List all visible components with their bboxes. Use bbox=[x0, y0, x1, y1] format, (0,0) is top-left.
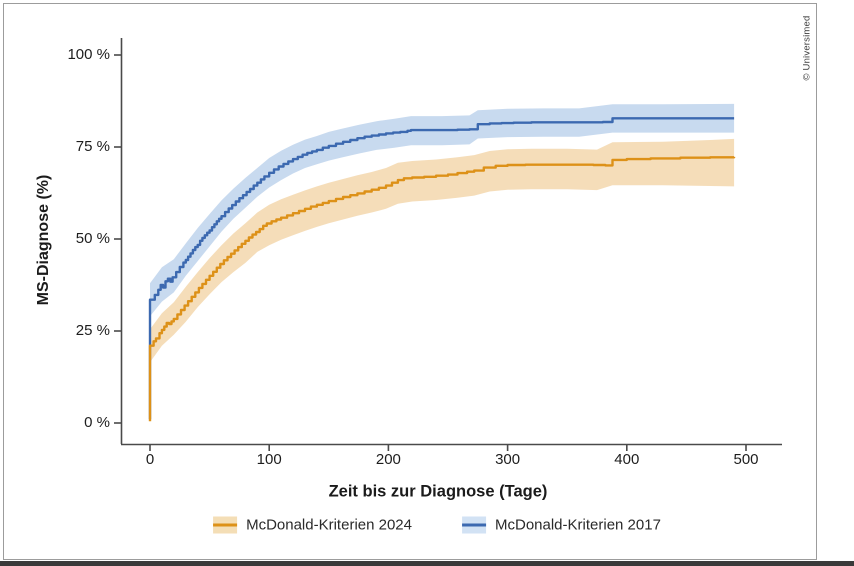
x-tick-label: 500 bbox=[733, 451, 759, 468]
figure-border bbox=[3, 3, 817, 560]
x-tick-label: 200 bbox=[375, 451, 401, 468]
confidence-band bbox=[150, 103, 735, 317]
y-tick-label: 25 % bbox=[75, 322, 110, 339]
legend-label-2024: McDonald-Kriterien 2024 bbox=[246, 516, 412, 534]
y-tick-label: 0 % bbox=[84, 414, 110, 431]
y-tick-label: 50 % bbox=[75, 230, 110, 247]
chart-legend: McDonald-Kriterien 2024 McDonald-Kriteri… bbox=[213, 516, 661, 534]
x-tick-label: 100 bbox=[256, 451, 282, 468]
legend-line-2017 bbox=[462, 523, 486, 527]
y-tick-label: 75 % bbox=[75, 138, 110, 155]
x-axis-title: Zeit bis zur Diagnose (Tage) bbox=[328, 482, 548, 501]
legend-swatch-2024 bbox=[213, 516, 238, 534]
figure-bottom-bar bbox=[0, 561, 854, 566]
km-curve bbox=[148, 117, 735, 420]
km-curve bbox=[148, 156, 736, 422]
legend-line-2024 bbox=[213, 523, 238, 527]
x-tick-label: 300 bbox=[495, 451, 521, 468]
y-tick-label: 100 % bbox=[67, 46, 110, 63]
x-tick-label: 400 bbox=[614, 451, 640, 468]
legend-label-2017: McDonald-Kriterien 2017 bbox=[495, 516, 661, 534]
legend-item-2024: McDonald-Kriterien 2024 bbox=[213, 516, 412, 534]
legend-item-2017: McDonald-Kriterien 2017 bbox=[462, 516, 661, 534]
confidence-band bbox=[150, 138, 735, 363]
legend-swatch-2017 bbox=[462, 516, 486, 534]
x-tick-label: 0 bbox=[145, 451, 155, 468]
